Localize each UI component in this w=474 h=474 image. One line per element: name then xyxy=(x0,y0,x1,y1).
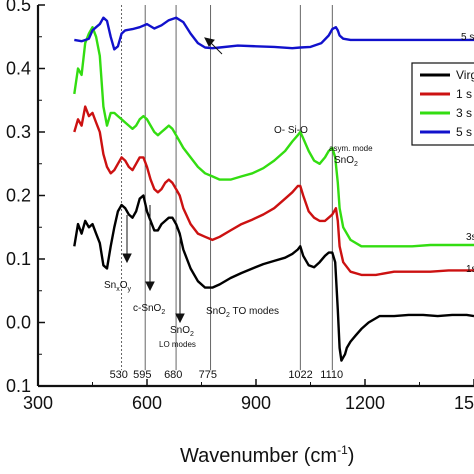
annotation-o-si-o: O- Si-O xyxy=(274,125,308,136)
x-axis-title: Wavenumber (cm-1) xyxy=(180,443,354,467)
annotation-c-sno2: c-SnO2 xyxy=(133,303,165,316)
y-tick-label-5: 0.4 xyxy=(6,59,31,79)
peak-label-775: 775 xyxy=(199,369,217,381)
annotation-sno2-lo: SnO2 xyxy=(170,325,194,338)
y-tick-label-2: 0.1 xyxy=(6,249,31,269)
arrowhead-5s xyxy=(204,37,215,47)
curve-label-1s: 1s xyxy=(466,264,474,275)
series-lines xyxy=(73,16,474,362)
peak-label-1110: 1110 xyxy=(320,369,343,381)
series-line-1-s xyxy=(73,105,474,277)
annotation-asym-mode: asym. mode xyxy=(329,144,373,153)
y-tick-label-6: 0.5 xyxy=(6,0,31,15)
legend-label-2: 3 s xyxy=(456,106,472,120)
series-line-virgin xyxy=(73,194,474,362)
arrowhead-c-sno2 xyxy=(145,281,155,292)
peak-label-530: 530 xyxy=(110,369,128,381)
x-tick-label-900: 900 xyxy=(241,393,271,413)
legend-label-0: Virgin xyxy=(456,68,474,82)
annotations: SnxOy c-SnO2 SnO2 LO modes SnO2 TO modes… xyxy=(104,32,474,349)
legend-label-3: 5 s xyxy=(456,125,472,139)
peak-label-595: 595 xyxy=(133,369,151,381)
peak-label-1022: 1022 xyxy=(288,369,312,381)
annotation-arrows xyxy=(122,37,223,324)
x-tick-label-600: 600 xyxy=(132,393,162,413)
legend: Virgin 1 s 3 s 5 s xyxy=(411,62,474,146)
y-tick-label-0: 0.1 xyxy=(6,376,31,396)
annotation-sno2-to: SnO2 TO modes xyxy=(206,306,279,319)
annotation-asym-sno2: SnO2 xyxy=(334,155,358,168)
y-tick-label-4: 0.3 xyxy=(6,122,31,142)
arrowhead-sno2-lo xyxy=(175,313,185,324)
y-tick-label-3: 0.2 xyxy=(6,186,31,206)
annotation-lo-modes: LO modes xyxy=(159,340,196,349)
x-tick-label-1500: 1500 xyxy=(454,393,474,413)
y-tick-label-1: 0.0 xyxy=(6,313,31,333)
x-tick-label-1200: 1200 xyxy=(345,393,385,413)
legend-label-1: 1 s xyxy=(456,87,472,101)
arrowhead-snxoy xyxy=(122,253,132,264)
series-line-3-s xyxy=(73,26,474,248)
reference-lines: 530 595 680 775 1022 1110 xyxy=(110,5,343,381)
annotation-snxoy: SnxOy xyxy=(104,280,132,293)
x-tick-label-300: 300 xyxy=(23,393,53,413)
curve-label-3s: 3s xyxy=(466,232,474,243)
curve-label-5s: 5 s xyxy=(461,32,474,43)
series-line-5-s xyxy=(74,16,474,51)
axis-ticks: 300 600 900 1200 1500 0.1 0.0 0.1 0.2 0.3 0.4 0.5 xyxy=(6,0,474,413)
axes-frame xyxy=(36,5,474,388)
peak-label-680: 680 xyxy=(164,369,182,381)
